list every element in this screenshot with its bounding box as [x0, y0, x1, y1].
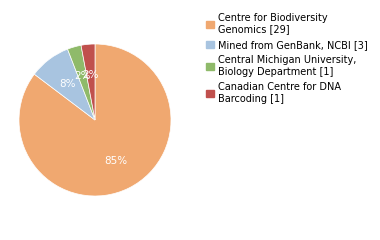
Text: 8%: 8% — [59, 79, 76, 89]
Wedge shape — [81, 44, 95, 120]
Wedge shape — [19, 44, 171, 196]
Wedge shape — [34, 49, 95, 120]
Wedge shape — [68, 45, 95, 120]
Legend: Centre for Biodiversity
Genomics [29], Mined from GenBank, NCBI [3], Central Mic: Centre for Biodiversity Genomics [29], M… — [204, 11, 370, 106]
Text: 2%: 2% — [82, 70, 99, 80]
Text: 85%: 85% — [104, 156, 127, 166]
Text: 2%: 2% — [74, 71, 91, 81]
